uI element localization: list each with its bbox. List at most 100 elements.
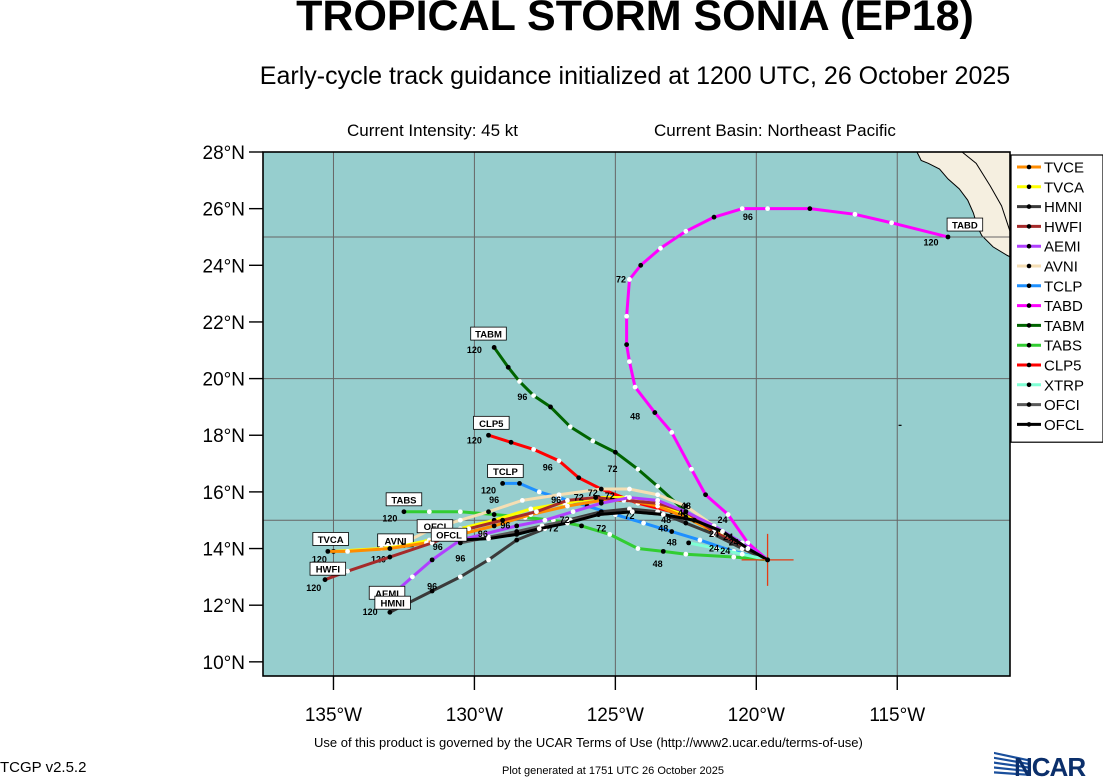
track-end-box [470, 326, 507, 341]
forecast-hour-label: 120 [382, 514, 397, 524]
track-point [500, 480, 506, 486]
forecast-hour-label: 96 [489, 495, 499, 505]
track-point [652, 410, 658, 415]
track-point [429, 588, 435, 594]
lat-tick-label: 10°N [203, 653, 245, 674]
track-point [624, 313, 630, 319]
track-point [517, 379, 522, 384]
legend-label-avni: AVNI [1044, 259, 1078, 276]
forecast-hour-label: 120 [481, 485, 496, 495]
track-point [548, 404, 553, 410]
track-end-label: AVNI [384, 536, 406, 547]
legend-frame [1010, 154, 1103, 443]
track-point [627, 277, 632, 282]
track-point [491, 523, 497, 529]
track-point [519, 497, 525, 503]
track-point [635, 546, 641, 551]
track-point [655, 483, 661, 489]
forecast-hour-label: 96 [551, 495, 561, 505]
track-end-box [473, 415, 510, 430]
legend-dot [1026, 164, 1032, 170]
track-point [565, 497, 570, 503]
track-point [322, 577, 328, 583]
track-point [387, 554, 393, 560]
track-point [508, 439, 514, 445]
track-point [345, 548, 350, 554]
track-point [691, 517, 697, 523]
legend-label-ofci: OFCI [1044, 397, 1080, 414]
track-point [745, 546, 751, 551]
track-end-label: HWFI [316, 565, 340, 576]
track-point [627, 495, 632, 500]
track-point [387, 546, 393, 551]
forecast-hour-label: 72 [616, 274, 626, 284]
track-end-box [430, 527, 468, 542]
legend-dot [1026, 362, 1032, 368]
track-point [565, 520, 570, 526]
track-point [669, 430, 675, 435]
track-point [590, 438, 596, 444]
page-title: TROPICAL STORM SONIA (EP18) [296, 0, 974, 40]
forecast-hour-label: 24 [717, 515, 727, 525]
track-point [325, 548, 331, 554]
track-point [486, 509, 491, 515]
forecast-hour-label: 120 [467, 436, 482, 446]
track-point [514, 531, 520, 537]
track-point [714, 546, 720, 551]
forecast-hour-label: 120 [467, 345, 482, 355]
track-end-label: TABS [391, 495, 416, 506]
forecast-hour-label: 48 [667, 538, 677, 548]
track-point [731, 554, 737, 560]
legend-dot [1026, 422, 1032, 427]
track-point [711, 214, 717, 220]
track-point [632, 384, 638, 390]
legend-dot [1026, 204, 1032, 209]
track-point [686, 540, 692, 546]
track-point [429, 540, 435, 546]
track-point [689, 466, 694, 472]
track-point [486, 432, 491, 438]
forecast-hour-label: 24 [720, 546, 730, 556]
track-point [531, 393, 537, 398]
track-point [486, 536, 491, 542]
track-point [567, 424, 573, 430]
page-subtitle: Early-cycle track guidance initialized a… [259, 62, 1011, 90]
track-point [635, 466, 641, 472]
lat-tick-label: 16°N [203, 483, 245, 504]
legend-dot [1026, 263, 1032, 269]
track-point [457, 509, 463, 515]
track-point [703, 492, 708, 498]
track-point [720, 529, 725, 534]
track-point [739, 551, 745, 557]
lat-tick-label: 24°N [203, 256, 245, 277]
track-point [627, 359, 632, 364]
legend-dot [1026, 283, 1032, 289]
track-point [593, 495, 599, 500]
lon-tick-label: 125°W [587, 705, 644, 726]
track-end-label: TVCA [318, 535, 344, 546]
track-end-box [487, 464, 524, 478]
track-point [641, 520, 646, 526]
track-end-label: AEMI [375, 589, 399, 600]
track-end-label: TABM [475, 330, 502, 341]
lat-tick-label: 12°N [203, 596, 245, 617]
legend-label-tabs: TABS [1044, 338, 1082, 355]
lat-tick-label: 28°N [203, 143, 245, 164]
forecast-hour-label: 72 [596, 524, 606, 534]
track-end-label: TCLP [493, 467, 518, 478]
lat-tick-label: 20°N [203, 370, 245, 391]
current-basin: Current Basin: Northeast Pacific [654, 121, 896, 140]
forecast-hour-label: 72 [548, 524, 558, 534]
track-point [514, 537, 520, 543]
legend-label-tabd: TABD [1044, 298, 1083, 315]
track-point [945, 234, 951, 240]
legend-label-hmni: HMNI [1044, 199, 1082, 216]
track-point [457, 517, 463, 523]
legend-dot [1026, 224, 1032, 229]
current-intensity: Current Intensity: 45 kt [347, 121, 519, 140]
forecast-hour-label: 96 [455, 553, 465, 563]
forecast-hour-label: 96 [427, 582, 437, 592]
track-point [660, 548, 666, 554]
track-point [669, 529, 675, 534]
